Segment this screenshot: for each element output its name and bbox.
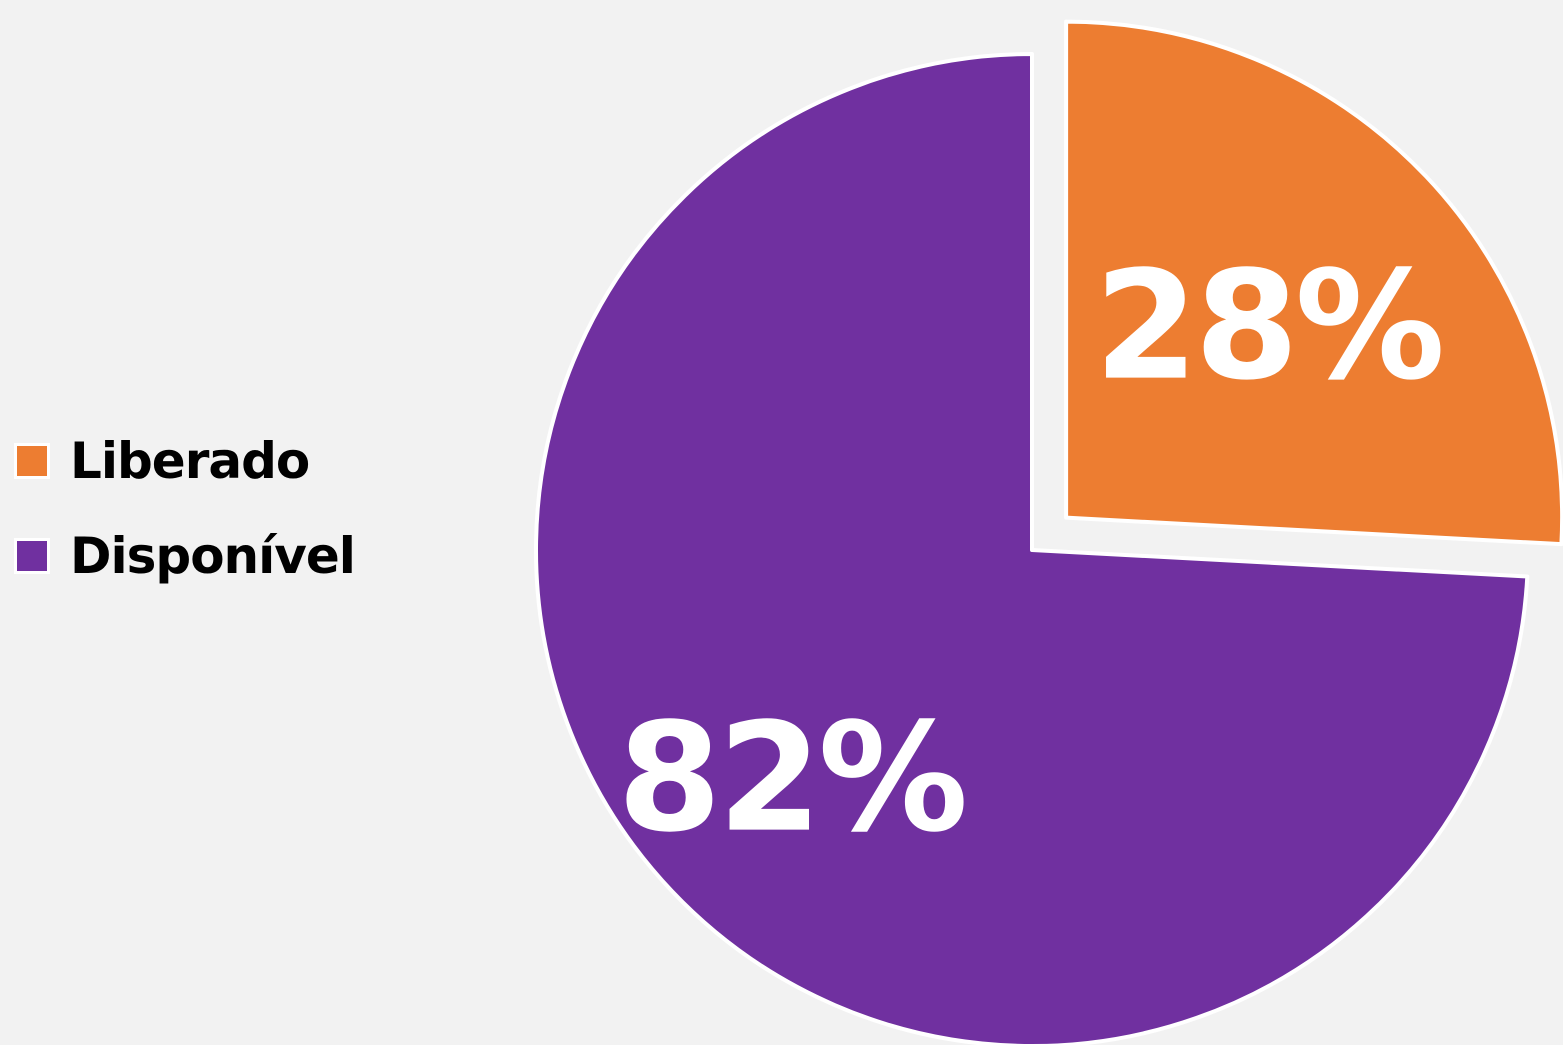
legend-swatch-disponivel — [14, 538, 50, 574]
data-label-liberado: 28% — [1094, 240, 1441, 414]
legend-swatch-liberado — [14, 443, 50, 479]
legend: Liberado Disponível — [14, 432, 356, 622]
pie-slice-disponvel — [534, 52, 1530, 1045]
legend-item-disponivel: Disponível — [14, 527, 356, 585]
legend-label-liberado: Liberado — [70, 432, 310, 490]
pie-slice-liberado — [1064, 19, 1563, 547]
legend-label-disponivel: Disponível — [70, 527, 356, 585]
data-label-disponvel: 82% — [617, 692, 964, 866]
legend-item-liberado: Liberado — [14, 432, 355, 490]
